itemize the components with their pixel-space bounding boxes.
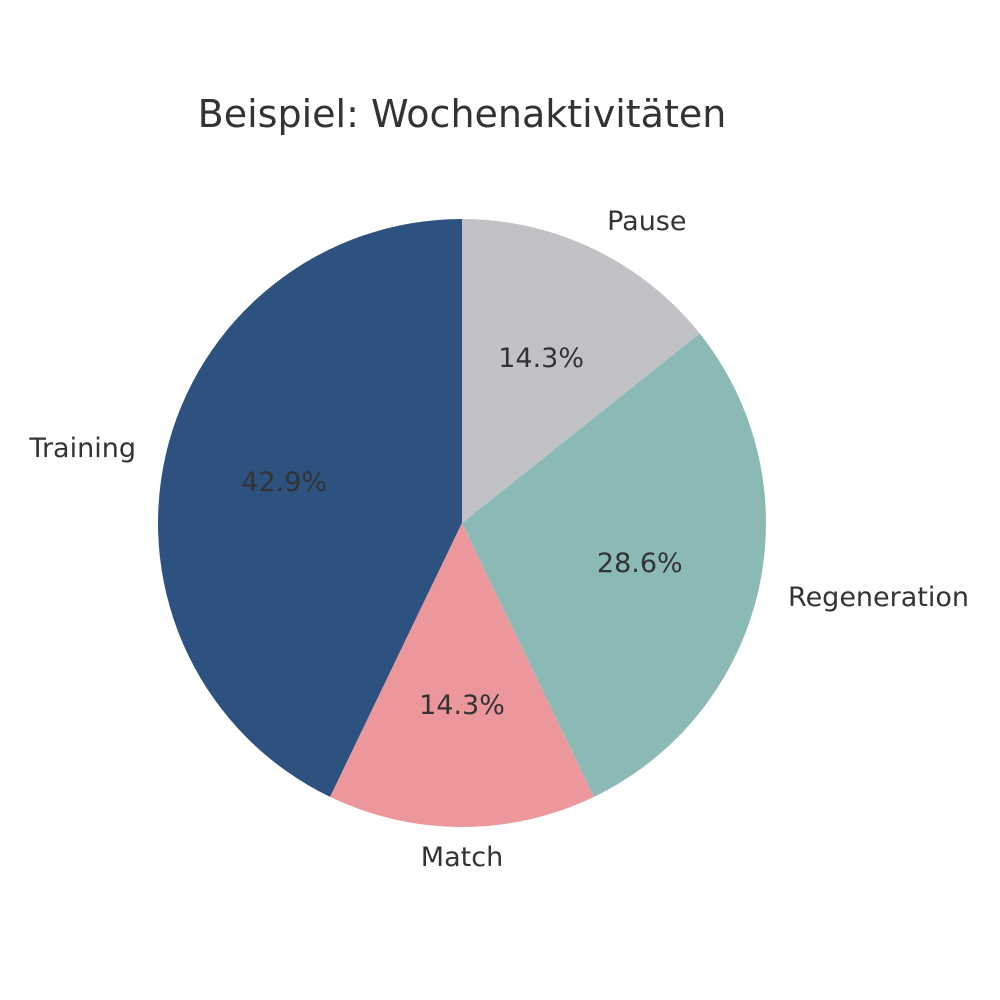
- pie-labels: 42.9% Training 14.3% Match 28.6% Regeneration…: [28, 206, 969, 873]
- pie-slice-match: [330, 523, 594, 827]
- category-label-regeneration: Regeneration: [788, 582, 969, 613]
- category-label-match: Match: [421, 842, 503, 873]
- pie-slices: [157, 219, 766, 827]
- pct-label-regeneration: 28.6%: [597, 548, 683, 579]
- pct-label-training: 42.9%: [241, 467, 327, 498]
- pct-label-pause: 14.3%: [498, 343, 584, 374]
- chart-title: Beispiel: Wochenaktivitäten: [198, 92, 727, 136]
- pie-slice-training: [157, 219, 462, 797]
- category-label-training: Training: [28, 433, 136, 464]
- category-label-pause: Pause: [607, 206, 686, 237]
- pct-label-match: 14.3%: [419, 690, 505, 721]
- pie-slice-pause: [462, 219, 700, 523]
- pie-slice-regeneration: [462, 333, 766, 797]
